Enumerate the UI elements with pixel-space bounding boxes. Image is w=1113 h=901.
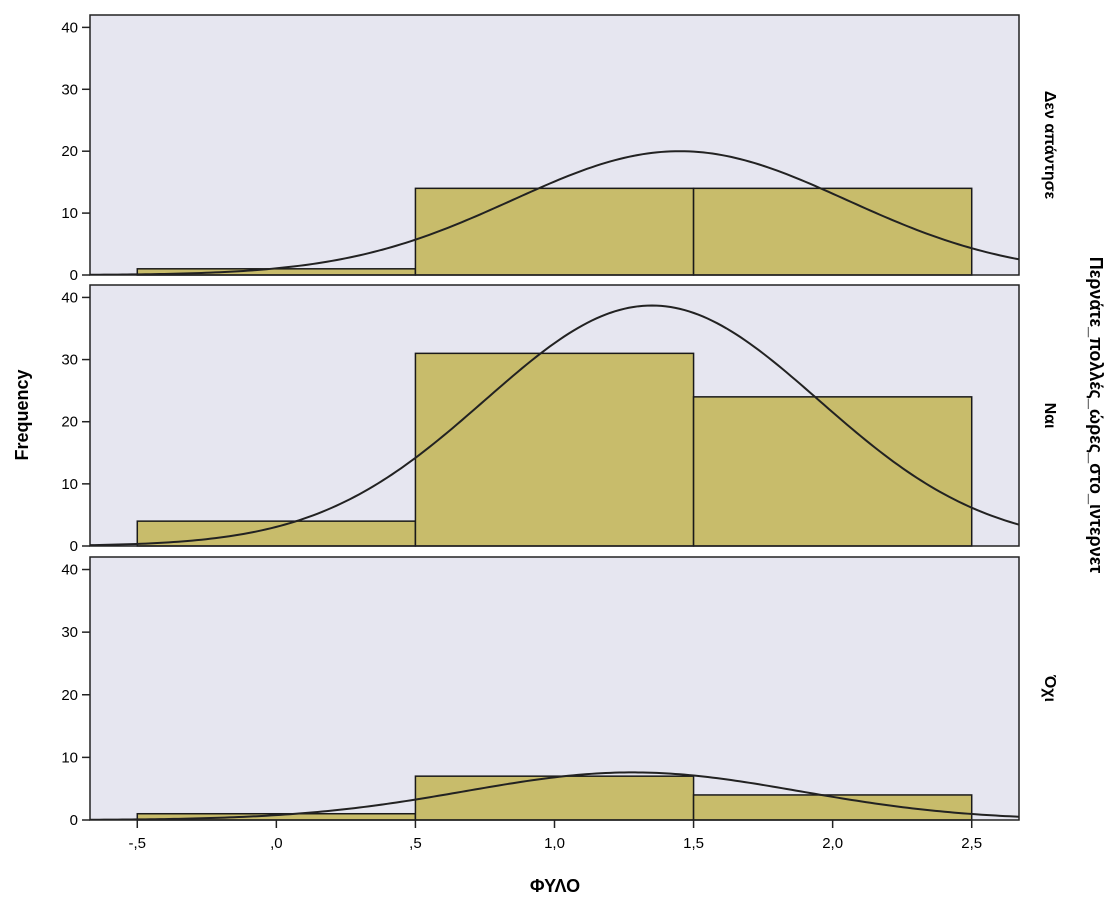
x-tick-label: ,5: [409, 835, 422, 852]
x-tick-label: 1,0: [544, 835, 565, 852]
y-tick-label: 40: [61, 562, 78, 579]
x-axis-title: ΦΥΛΟ: [530, 876, 580, 896]
panel: 0 10 20 30 40 Ναι: [61, 284, 1058, 555]
y-tick-label: 20: [61, 414, 78, 431]
panel-frame: [89, 14, 1020, 276]
histogram-bar: [692, 187, 973, 276]
histogram-bar: [692, 396, 973, 547]
normal-curve: [90, 771, 1019, 820]
histogram-bar: [414, 187, 695, 276]
panel: 0 10 20 30 40 Όχι: [61, 556, 1058, 829]
panel: 0 10 20 30 40 Δεν απάντησε: [61, 14, 1058, 284]
panel-frame: [89, 284, 1020, 547]
y-tick-label: 10: [61, 476, 78, 493]
x-tick-label: -,5: [129, 835, 147, 852]
x-tick-label: 1,5: [683, 835, 704, 852]
normal-curve: [90, 304, 1019, 546]
y-tick-label: 0: [70, 267, 78, 284]
x-axis: -,5 ,0 ,5 1,0 1,5 2,0 2,5: [129, 820, 982, 852]
y-tick-label: 40: [61, 19, 78, 36]
y-tick-label: 30: [61, 81, 78, 98]
y-tick-label: 0: [70, 538, 78, 555]
row-variable-title: Περνάτε_πολλές_ώρες_στο_ιντερνετ: [1086, 257, 1106, 574]
panels-layer: 0 10 20 30 40 Δεν απάντησε 0 10 20 30 40 Ναι 0 10 20 30…: [61, 14, 1058, 829]
normal-curve: [90, 150, 1019, 275]
y-tick-label: 40: [61, 289, 78, 306]
y-tick-label: 20: [61, 143, 78, 160]
y-tick-label: 10: [61, 749, 78, 766]
y-tick-label: 0: [70, 812, 78, 829]
panel-label: Ναι: [1041, 403, 1058, 429]
panel-label: Δεν απάντησε: [1041, 91, 1058, 200]
histogram-bar: [414, 775, 695, 821]
y-tick-label: 20: [61, 687, 78, 704]
histogram-bar: [692, 794, 973, 821]
y-tick-label: 30: [61, 624, 78, 641]
y-tick-label: 10: [61, 205, 78, 222]
x-tick-label: ,0: [270, 835, 283, 852]
y-axis-title: Frequency: [12, 369, 32, 460]
x-tick-label: 2,0: [822, 835, 843, 852]
x-tick-label: 2,5: [961, 835, 982, 852]
panel-label: Όχι: [1041, 674, 1058, 702]
histogram-bar: [414, 352, 695, 547]
y-tick-label: 30: [61, 352, 78, 369]
